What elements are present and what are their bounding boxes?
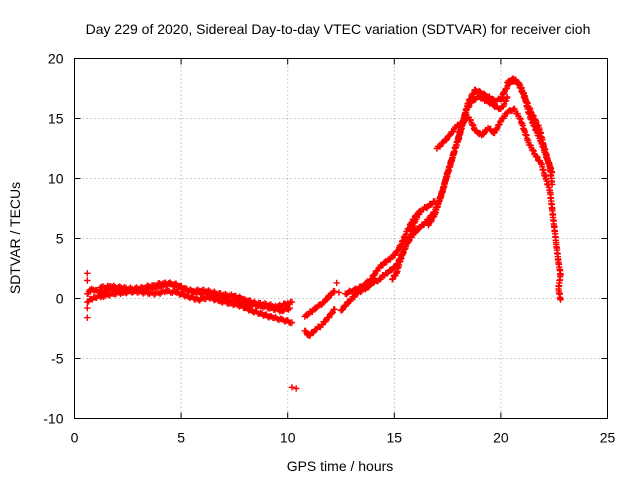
data-series <box>342 198 438 298</box>
data-point <box>288 384 296 391</box>
x-tick-label: 5 <box>177 430 185 446</box>
data-series-trail <box>505 75 556 186</box>
y-tick-label: 5 <box>56 231 64 247</box>
data-series-trail <box>302 306 337 339</box>
y-tick-label: 20 <box>48 51 64 67</box>
y-tick-label: 10 <box>48 171 64 187</box>
y-tick-label: 0 <box>56 291 64 307</box>
axis-ticks <box>74 58 608 419</box>
y-tick-label: 15 <box>48 111 64 127</box>
data-point <box>84 270 91 277</box>
x-tick-label: 15 <box>387 430 403 446</box>
chart-title: Day 229 of 2020, Sidereal Day-to-day VTE… <box>86 21 591 37</box>
data-series <box>301 287 338 320</box>
data-points <box>84 75 564 392</box>
data-series <box>433 105 564 303</box>
data-point <box>335 289 343 296</box>
y-axis-label: SDTVAR / TECUs <box>7 182 23 294</box>
y-tick-label: -10 <box>43 411 63 427</box>
x-tick-label: 10 <box>280 430 296 446</box>
data-series <box>84 270 343 392</box>
data-point <box>293 385 300 392</box>
data-point <box>84 277 91 284</box>
data-series <box>96 279 293 315</box>
data-series-trail <box>343 198 437 298</box>
data-point <box>333 279 340 287</box>
data-series <box>425 76 556 229</box>
x-tick-label: 0 <box>71 430 79 446</box>
x-tick-label: 25 <box>600 430 616 446</box>
data-series <box>504 75 556 188</box>
y-tick-label: -5 <box>51 351 64 367</box>
data-series <box>389 93 511 283</box>
data-point <box>84 304 91 312</box>
x-axis-label: GPS time / hours <box>287 458 394 474</box>
data-series-trail <box>98 279 292 315</box>
data-point <box>84 314 91 321</box>
x-tick-label: 20 <box>493 430 509 446</box>
data-series-trail <box>302 287 337 319</box>
data-series-trail <box>389 93 510 282</box>
data-series <box>301 306 338 339</box>
x-tick-labels: 0 5 10 15 20 25 <box>71 430 616 446</box>
data-series-trail <box>434 105 564 302</box>
y-tick-labels: -10 -5 0 5 10 15 20 <box>43 51 63 427</box>
